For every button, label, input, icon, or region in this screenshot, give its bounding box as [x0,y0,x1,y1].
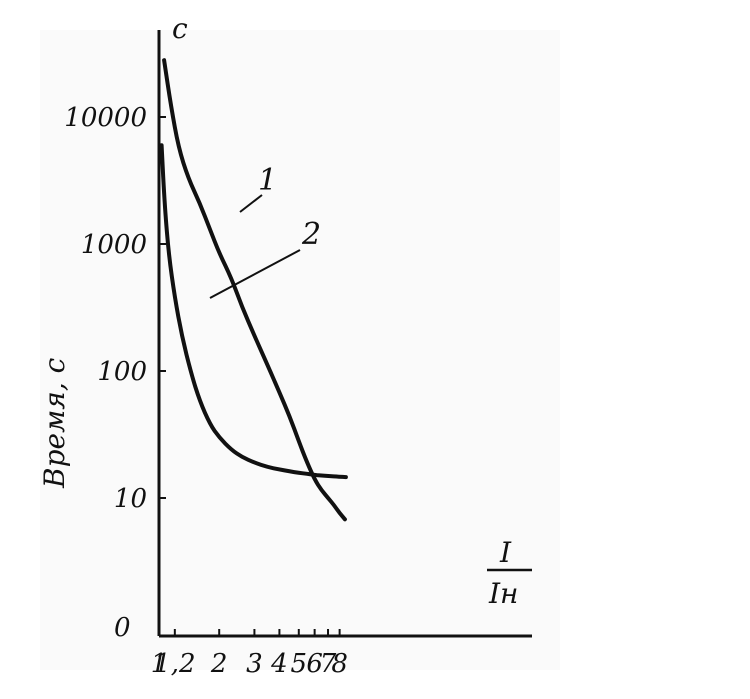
y-tick-label: 10 [114,484,147,514]
curve-2-leader [209,249,301,299]
x-tick-label: 8 [331,649,348,679]
x-tick-label: 1 [151,649,168,679]
x-axis-title: I Iн [487,536,532,610]
curves [159,58,348,522]
curve-1-label: 1 [258,163,277,198]
x-axis-title-denominator: Iн [488,577,519,610]
x-tick-label: 1,2 [154,649,195,679]
x-axis-title-numerator: I [499,536,512,569]
x-tick-label: 6 [306,649,323,679]
curve-labels: 12 [209,163,321,299]
y-tick-label: 10000 [64,103,147,133]
x-tick-label: 3 [246,649,263,679]
x-tick-label: 7 [320,649,337,679]
curve-series-1 [162,58,347,522]
x-tick-label: 4 [270,649,288,679]
y-tick-label: 100 [97,357,147,387]
plot-background [40,30,560,670]
y-tick-label: 1000 [81,230,147,260]
tick-marks [158,116,341,636]
y-tick-label-zero: 0 [114,613,131,643]
y-unit-label: с [172,12,188,45]
curve-1-leader [239,194,263,213]
x-tick-label: 2 [210,649,228,679]
curve-2-label: 2 [301,217,321,252]
x-tick-label: 5 [291,649,308,679]
y-axis-title: Время, с [38,357,71,489]
curve-series-2 [159,143,348,480]
axes [157,30,532,638]
